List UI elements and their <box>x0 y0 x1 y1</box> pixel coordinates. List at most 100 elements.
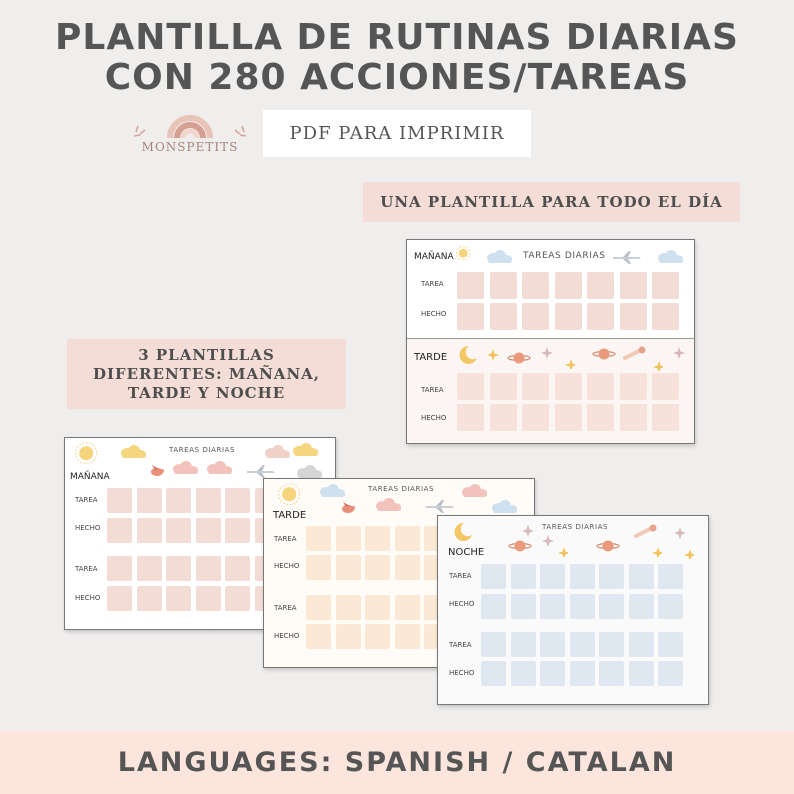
brand-name: MONSPETITS <box>141 140 239 154</box>
task-cell <box>394 555 420 580</box>
star-icon <box>653 356 665 373</box>
task-cell <box>107 586 132 611</box>
sheet-title: TAREAS DIARIAS <box>523 251 606 261</box>
task-cell <box>569 594 595 619</box>
pdf-label: PDF PARA IMPRIMIR <box>263 110 531 157</box>
done-row-label: HECHO <box>274 632 300 640</box>
afternoon-label: TARDE <box>273 510 307 521</box>
callout-line: DIFERENTES: MAÑANA, <box>92 365 321 383</box>
task-cell <box>136 488 162 513</box>
task-cell <box>481 661 506 686</box>
task-cell <box>587 404 614 431</box>
task-cell <box>658 632 683 657</box>
task-cell <box>599 564 624 589</box>
sheet-title: TAREAS DIARIAS <box>368 485 435 493</box>
task-grid-row <box>457 373 679 400</box>
task-row-label: TAREA <box>421 280 444 288</box>
task-row-label: TAREA <box>274 604 297 612</box>
cloud-icon <box>372 497 404 513</box>
task-cell <box>335 595 361 620</box>
task-cell <box>599 594 624 619</box>
task-grid-row <box>481 632 683 657</box>
task-cell <box>481 564 506 589</box>
task-row-label: TAREA <box>274 535 297 543</box>
cloud-icon <box>488 499 520 515</box>
task-cell <box>225 488 250 513</box>
task-cell <box>394 595 420 620</box>
star-icon <box>541 344 553 359</box>
task-cell <box>166 488 191 513</box>
sun-icon <box>278 483 302 507</box>
task-cell <box>587 373 614 400</box>
task-cell <box>166 586 191 611</box>
task-cell <box>166 518 191 543</box>
task-cell <box>457 404 484 431</box>
task-cell <box>619 272 647 299</box>
task-grid-row <box>457 303 679 330</box>
moon-icon <box>457 344 479 366</box>
task-row-label: TAREA <box>421 386 444 394</box>
task-cell <box>540 564 565 589</box>
task-cell <box>225 518 250 543</box>
callout-line: 3 PLANTILLAS <box>138 346 275 364</box>
task-cell <box>195 586 221 611</box>
task-cell <box>457 272 484 299</box>
task-cell <box>510 661 536 686</box>
cloud-icon <box>261 444 293 460</box>
task-cell <box>195 556 221 581</box>
task-grid-row <box>457 272 679 299</box>
task-cell <box>554 373 582 400</box>
task-cell <box>166 556 191 581</box>
task-grid-row <box>457 404 679 431</box>
task-cell <box>569 661 595 686</box>
brand-logo: MONSPETITS <box>130 110 250 160</box>
task-cell <box>225 556 250 581</box>
task-cell <box>365 624 390 649</box>
task-cell <box>306 624 331 649</box>
task-cell <box>306 526 331 551</box>
task-cell <box>652 373 679 400</box>
done-row-label: HECHO <box>421 414 447 422</box>
sun-icon <box>455 245 472 262</box>
task-cell <box>510 632 536 657</box>
task-cell <box>489 303 517 330</box>
task-cell <box>619 303 647 330</box>
airplane-icon <box>424 499 456 515</box>
cloud-icon <box>289 442 321 458</box>
task-cell <box>136 556 162 581</box>
sheet-title: TAREAS DIARIAS <box>542 523 609 531</box>
moon-icon <box>452 521 474 543</box>
star-icon <box>487 346 499 361</box>
task-cell <box>628 564 654 589</box>
done-row-label: HECHO <box>449 669 475 677</box>
page-title-line-1: PLANTILLA DE RUTINAS DIARIAS <box>55 17 739 58</box>
planet-icon <box>508 538 534 554</box>
task-row-label: TAREA <box>75 565 98 573</box>
task-cell <box>522 303 549 330</box>
cloud-icon <box>117 444 149 460</box>
task-cell <box>540 632 565 657</box>
task-cell <box>365 526 390 551</box>
task-cell <box>628 661 654 686</box>
sun-icon <box>75 442 99 466</box>
task-cell <box>365 595 390 620</box>
done-row-label: HECHO <box>75 524 101 532</box>
task-cell <box>658 661 683 686</box>
star-icon <box>558 542 570 559</box>
task-grid-row <box>481 564 683 589</box>
task-cell <box>394 526 420 551</box>
task-cell <box>136 586 162 611</box>
star-icon <box>652 542 664 559</box>
task-cell <box>569 564 595 589</box>
task-cell <box>628 632 654 657</box>
task-cell <box>652 272 679 299</box>
task-cell <box>554 303 582 330</box>
planet-icon <box>592 346 618 362</box>
task-cell <box>510 564 536 589</box>
rainbow-logo-icon <box>133 115 247 139</box>
cloud-icon <box>458 483 490 499</box>
task-cell <box>540 594 565 619</box>
task-grid-row <box>481 594 683 619</box>
task-cell <box>457 303 484 330</box>
bird-icon <box>149 464 167 478</box>
